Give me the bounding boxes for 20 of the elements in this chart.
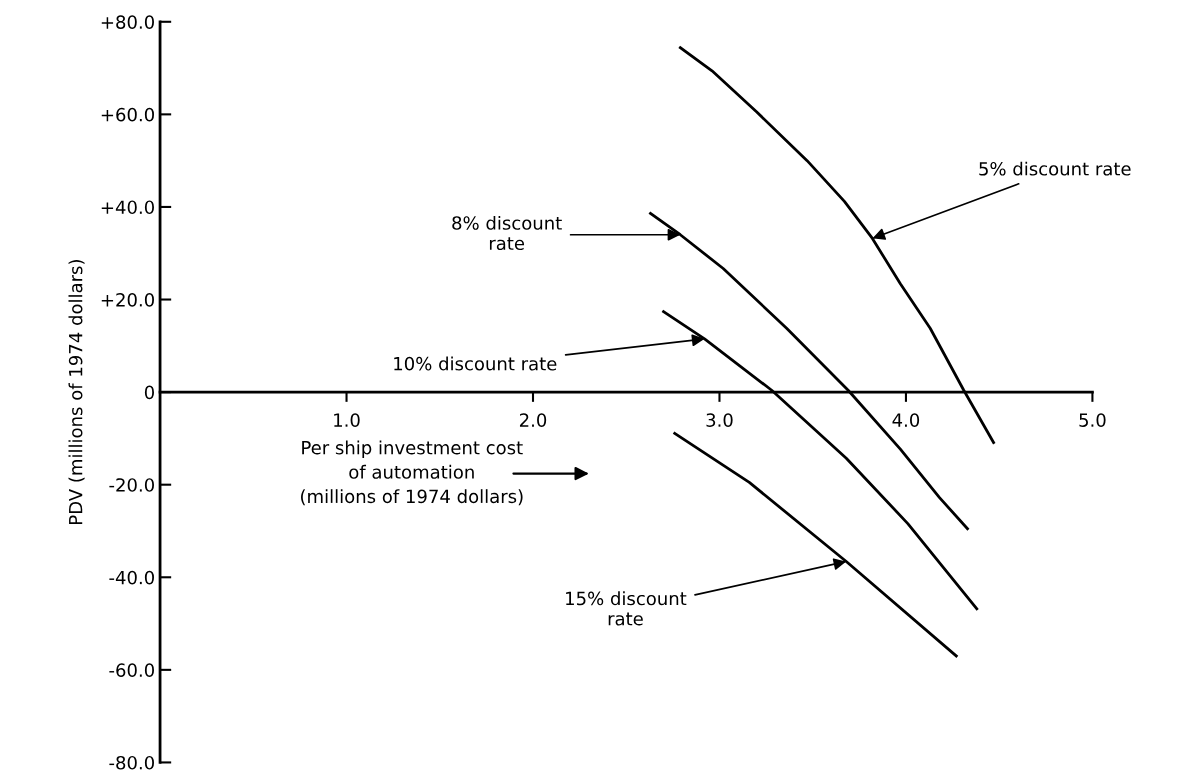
y-tick-label: +80.0	[101, 15, 154, 29]
x-axis-title: Per ship investment cost of automation (millions of 1974 dollars)	[301, 440, 523, 506]
annotation: 15% discount rate	[566, 591, 687, 626]
x-tick-label: 4.0	[892, 413, 920, 427]
x-tick-label: 1.0	[334, 413, 360, 427]
y-tick-label: -60.0	[109, 663, 154, 677]
x-tick-label: 2.0	[519, 413, 547, 427]
annotation: 8% discount rate	[452, 215, 562, 251]
y-tick-label: +20.0	[101, 292, 154, 307]
annotation: 5% discount rate	[979, 161, 1131, 176]
y-tick-label: +60.0	[101, 107, 154, 122]
y-axis-title: PDV (millions of 1974 dollars)	[68, 260, 85, 524]
x-tick-label: 5.0	[1079, 413, 1106, 427]
y-tick-label: -40.0	[109, 570, 154, 585]
y-tick-label: -80.0	[109, 755, 154, 770]
annotation: 10% discount rate	[394, 356, 557, 371]
x-tick-label: 3.0	[706, 413, 733, 427]
y-tick-label: +40.0	[101, 200, 154, 215]
y-tick-label: -20.0	[109, 478, 154, 492]
y-tick-label: 0	[144, 385, 154, 400]
